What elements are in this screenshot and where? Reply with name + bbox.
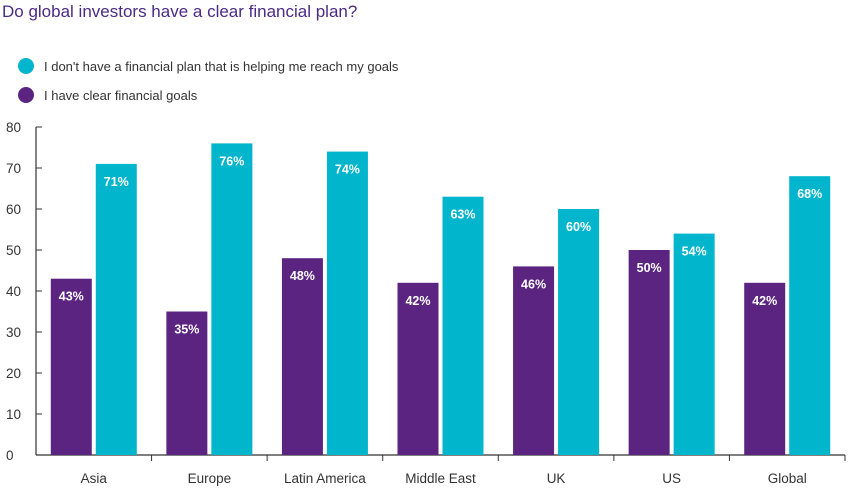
data-label-clear-goals-europe: 35%	[174, 323, 199, 337]
chart-title: Do global investors have a clear financi…	[2, 2, 358, 21]
x-category-label-latin-america: Latin America	[284, 471, 366, 486]
data-label-clear-goals-middle-east: 42%	[405, 294, 430, 308]
legend-label-no-plan: I don't have a financial plan that is he…	[44, 58, 399, 74]
data-label-clear-goals-us: 50%	[637, 261, 662, 275]
legend-item-clear-goals: I have clear financial goals	[18, 87, 197, 103]
x-category-label-asia: Asia	[81, 471, 108, 486]
bar-clear-goals-us	[628, 250, 670, 455]
bar-no-plan-middle-east	[442, 196, 484, 455]
data-label-no-plan-us: 54%	[682, 245, 707, 259]
bar-no-plan-asia	[95, 163, 137, 455]
data-label-no-plan-europe: 76%	[219, 154, 244, 168]
x-category-label-middle-east: Middle East	[405, 471, 476, 486]
legend-item-no-plan: I don't have a financial plan that is he…	[18, 58, 398, 74]
y-tick-label-10: 10	[6, 407, 21, 422]
x-category-label-europe: Europe	[188, 471, 232, 486]
y-tick-label-30: 30	[6, 325, 21, 340]
y-tick-label-80: 80	[6, 120, 21, 135]
legend-swatch-no-plan	[18, 58, 34, 74]
x-category-label-us: US	[662, 471, 681, 486]
legend-label-clear-goals: I have clear financial goals	[44, 87, 198, 103]
bar-no-plan-us	[673, 233, 715, 455]
bar-no-plan-europe	[211, 143, 253, 455]
bar-clear-goals-uk	[513, 266, 555, 455]
data-label-clear-goals-global: 42%	[752, 294, 777, 308]
data-label-no-plan-global: 68%	[797, 187, 822, 201]
y-tick-label-20: 20	[6, 366, 21, 381]
bar-no-plan-global	[789, 176, 831, 455]
y-tick-label-50: 50	[6, 243, 21, 258]
bar-clear-goals-asia	[50, 278, 92, 455]
bar-clear-goals-europe	[166, 311, 208, 455]
data-label-no-plan-latin-america: 74%	[335, 163, 360, 177]
data-label-no-plan-uk: 60%	[566, 220, 591, 234]
x-category-label-uk: UK	[547, 471, 566, 486]
data-label-clear-goals-asia: 43%	[59, 290, 84, 304]
bar-no-plan-uk	[558, 209, 600, 455]
bar-clear-goals-latin-america	[281, 258, 323, 455]
bar-clear-goals-global	[744, 282, 786, 455]
x-category-label-global: Global	[768, 471, 807, 486]
data-label-no-plan-asia: 71%	[104, 175, 129, 189]
bar-clear-goals-middle-east	[397, 282, 439, 455]
data-label-clear-goals-uk: 46%	[521, 277, 546, 291]
y-tick-label-60: 60	[6, 202, 21, 217]
bar-no-plan-latin-america	[326, 151, 368, 455]
data-label-no-plan-middle-east: 63%	[450, 208, 475, 222]
legend-swatch-clear-goals	[18, 87, 34, 103]
data-label-clear-goals-latin-america: 48%	[290, 269, 315, 283]
y-tick-label-40: 40	[6, 284, 21, 299]
y-tick-label-70: 70	[6, 161, 21, 176]
y-tick-label-0: 0	[6, 448, 14, 463]
